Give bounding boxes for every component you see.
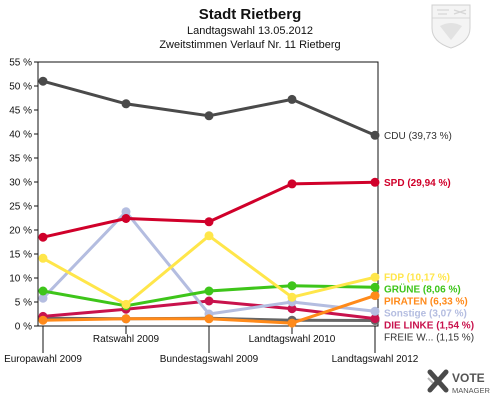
data-point <box>121 299 131 309</box>
x-tick-label: Europawahl 2009 <box>4 354 82 365</box>
y-tick-label: 30 % <box>9 178 32 189</box>
y-axis: 0 % 5 % 10 % 15 % 20 % 25 % 30 % 35 % 40 % 45 % 50… <box>9 58 38 333</box>
data-point <box>287 94 297 104</box>
y-tick-label: 5 % <box>15 298 32 309</box>
votemanager-logo: VOTE MANAGER <box>427 369 491 395</box>
data-point <box>204 286 214 296</box>
data-point <box>38 232 48 242</box>
data-point <box>38 293 48 303</box>
series-end-label: SPD (29,94 %) <box>384 178 451 189</box>
series-piraten <box>38 291 380 328</box>
series-lines <box>38 76 380 328</box>
data-point <box>370 314 380 324</box>
series-die-linke <box>38 296 380 324</box>
y-tick-label: 50 % <box>9 82 32 93</box>
series-line <box>42 79 376 137</box>
y-tick-label: 25 % <box>9 202 32 213</box>
y-tick-label: 40 % <box>9 130 32 141</box>
data-point <box>204 296 214 306</box>
x-tick-label: Landtagswahl 2012 <box>332 354 419 365</box>
series-end-label: Sonstige (3,07 %) <box>384 309 467 320</box>
y-tick-label: 20 % <box>9 226 32 237</box>
data-point <box>370 272 380 282</box>
series-spd <box>38 177 380 242</box>
data-point <box>121 214 131 223</box>
data-point <box>121 207 131 217</box>
coat-of-arms-icon <box>431 4 471 49</box>
series-end-label: DIE LINKE (1,54 %) <box>384 321 474 332</box>
chart-subtitle-election: Landtagswahl 13.05.2012 <box>187 25 313 37</box>
series-end-labels: CDU (39,73 %) SPD (29,94 %) FDP (10,17 %)G… <box>384 131 474 344</box>
data-point <box>38 76 48 86</box>
x-tick-label: Ratswahl 2009 <box>93 334 160 345</box>
series-end-label: GRÜNE (8,06 %) <box>384 283 461 296</box>
data-point <box>287 304 297 314</box>
data-point <box>370 291 380 301</box>
series-end-label: PIRATEN (6,33 %) <box>384 297 468 308</box>
data-point <box>287 292 297 302</box>
data-point <box>370 177 380 187</box>
plot-area <box>37 61 379 327</box>
data-point <box>204 314 214 324</box>
data-point <box>38 253 48 263</box>
y-tick-label: 45 % <box>9 106 32 117</box>
data-point <box>121 314 131 324</box>
data-point <box>204 111 214 121</box>
data-point <box>370 306 380 316</box>
logo-word-vote: VOTE <box>452 371 485 385</box>
y-tick-label: 35 % <box>9 154 32 165</box>
chart-subtitle-description: Zweitstimmen Verlauf Nr. 11 Rietberg <box>159 39 340 51</box>
vote-cross-icon <box>427 369 449 393</box>
data-point <box>287 281 297 291</box>
y-tick-label: 0 % <box>15 322 32 333</box>
data-point <box>370 130 380 140</box>
y-tick-label: 10 % <box>9 274 32 285</box>
data-point <box>370 282 380 292</box>
x-tick-label: Bundestagswahl 2009 <box>160 354 259 365</box>
logo-word-manager: MANAGER <box>452 386 491 395</box>
series-end-label: FREIE W... (1,15 %) <box>384 333 474 344</box>
data-point <box>287 179 297 189</box>
chart-title: Stadt Rietberg <box>199 6 302 23</box>
y-tick-label: 55 % <box>9 58 32 69</box>
series-end-label: CDU (39,73 %) <box>384 131 452 142</box>
series-fdp <box>38 231 380 309</box>
data-point <box>204 231 214 241</box>
data-point <box>121 99 131 109</box>
data-point <box>287 318 297 328</box>
data-point <box>38 286 48 296</box>
series-cdu <box>38 76 380 140</box>
x-tick-label: Landtagswahl 2010 <box>249 334 336 345</box>
series-end-label: FDP (10,17 %) <box>384 273 450 284</box>
x-axis: Europawahl 2009 Ratswahl 2009Bundestagswa… <box>4 326 419 365</box>
data-point <box>38 315 48 325</box>
y-tick-label: 15 % <box>9 250 32 261</box>
data-point <box>204 217 214 227</box>
series-line <box>42 180 376 239</box>
